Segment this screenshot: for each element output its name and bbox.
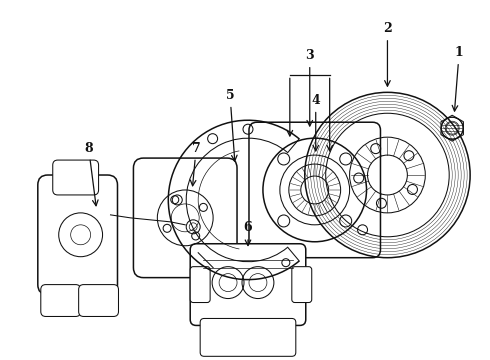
FancyBboxPatch shape	[249, 122, 380, 258]
FancyBboxPatch shape	[78, 285, 119, 316]
Polygon shape	[441, 115, 464, 141]
Text: 4: 4	[311, 94, 320, 151]
Text: 6: 6	[244, 221, 252, 246]
FancyBboxPatch shape	[292, 267, 312, 302]
Text: 3: 3	[305, 49, 314, 126]
Text: 7: 7	[190, 141, 200, 186]
FancyBboxPatch shape	[41, 285, 81, 316]
FancyBboxPatch shape	[133, 158, 237, 278]
FancyBboxPatch shape	[200, 319, 296, 356]
Text: 1: 1	[452, 46, 464, 111]
FancyBboxPatch shape	[53, 160, 98, 195]
FancyBboxPatch shape	[190, 267, 210, 302]
Text: 5: 5	[226, 89, 237, 161]
FancyBboxPatch shape	[190, 244, 306, 325]
FancyBboxPatch shape	[38, 175, 118, 294]
Text: 2: 2	[383, 22, 392, 86]
Text: 8: 8	[84, 141, 98, 206]
